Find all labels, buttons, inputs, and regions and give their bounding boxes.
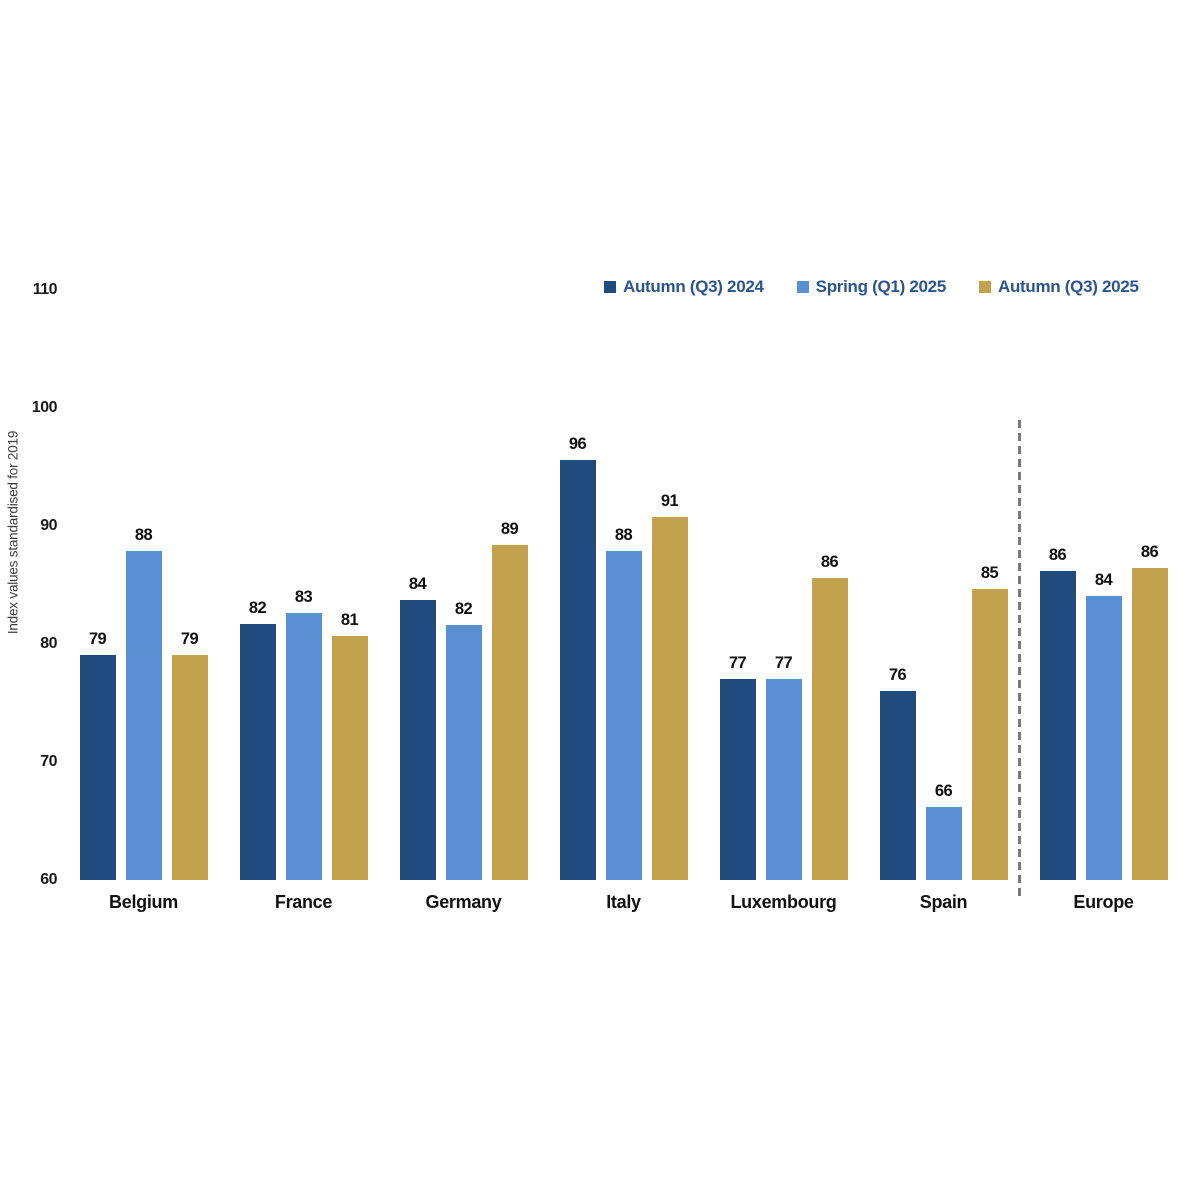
value-label-france-series3: 81: [340, 610, 359, 629]
value-label-luxembourg-series3: 86: [820, 552, 839, 571]
value-label-spain-series2: 66: [934, 781, 953, 800]
category-label-spain: Spain: [919, 892, 968, 912]
legend-swatch-spring-2025: [796, 281, 809, 293]
legend: Autumn (Q3) 2024 Spring (Q1) 2025 Autumn…: [604, 277, 1139, 297]
legend-label-spring-2025: Spring (Q1) 2025: [815, 277, 947, 296]
value-label-germany-series3: 89: [500, 519, 519, 538]
category-label-germany: Germany: [425, 892, 502, 912]
bar-italy-series1: [559, 459, 596, 880]
bar-germany-series2: [445, 625, 482, 880]
category-label-europe: Europe: [1073, 892, 1134, 912]
legend-item-autumn-2025: Autumn (Q3) 2025: [978, 277, 1139, 297]
value-label-luxembourg-series1: 77: [728, 654, 747, 673]
category-label-luxembourg: Luxembourg: [730, 892, 837, 912]
bar-europe-series1: [1039, 570, 1076, 880]
y-tick-label-100: 100: [31, 399, 58, 416]
bar-spain-series2: [925, 806, 962, 880]
bar-germany-series1: [399, 600, 436, 880]
y-tick-label-110: 110: [32, 281, 58, 298]
category-label-france: France: [274, 892, 333, 912]
legend-label-autumn-2024: Autumn (Q3) 2024: [623, 277, 764, 296]
value-label-belgium-series1: 79: [88, 629, 107, 648]
value-label-france-series2: 83: [294, 588, 313, 607]
y-tick-label-90: 90: [40, 517, 57, 534]
bar-spain-series1: [879, 691, 916, 880]
bar-france-series1: [239, 623, 276, 880]
bar-luxembourg-series2: [765, 679, 802, 880]
y-tick-label-80: 80: [40, 635, 57, 652]
legend-item-autumn-2024: Autumn (Q3) 2024: [604, 277, 764, 297]
europe-separator-dashed-line: [1018, 420, 1021, 897]
value-label-france-series1: 82: [248, 598, 267, 617]
bar-europe-series3: [1131, 568, 1168, 880]
bar-luxembourg-series3: [811, 577, 848, 880]
value-label-europe-series3: 86: [1140, 543, 1159, 562]
bar-germany-series3: [491, 544, 528, 880]
value-label-belgium-series2: 88: [134, 525, 153, 544]
y-tick-label-70: 70: [40, 753, 57, 770]
bar-italy-series3: [651, 516, 688, 880]
bar-spain-series3: [971, 588, 1008, 880]
value-label-spain-series1: 76: [888, 666, 907, 685]
category-label-italy: Italy: [606, 892, 641, 912]
bar-belgium-series3: [171, 654, 208, 880]
value-label-italy-series3: 91: [660, 491, 679, 510]
bar-belgium-series1: [79, 654, 116, 880]
value-label-germany-series1: 84: [408, 575, 427, 594]
legend-swatch-autumn-2025: [978, 281, 991, 293]
y-tick-label-60: 60: [40, 871, 57, 888]
value-label-belgium-series3: 79: [180, 629, 199, 648]
legend-item-spring-2025: Spring (Q1) 2025: [796, 277, 947, 297]
value-label-spain-series3: 85: [980, 563, 999, 582]
bar-italy-series2: [605, 550, 642, 880]
value-label-italy-series1: 96: [568, 434, 587, 453]
bar-belgium-series2: [125, 550, 162, 880]
bar-europe-series2: [1085, 595, 1122, 880]
value-label-italy-series2: 88: [614, 525, 633, 544]
bar-luxembourg-series1: [719, 679, 756, 880]
bar-france-series2: [285, 613, 322, 880]
value-label-luxembourg-series2: 77: [774, 654, 793, 673]
category-label-belgium: Belgium: [109, 892, 178, 912]
legend-label-autumn-2025: Autumn (Q3) 2025: [997, 277, 1139, 296]
value-label-europe-series1: 86: [1048, 545, 1067, 564]
value-label-germany-series2: 82: [454, 600, 473, 619]
value-label-europe-series2: 84: [1094, 570, 1113, 589]
legend-swatch-autumn-2024: [604, 281, 616, 293]
bar-france-series3: [331, 635, 368, 880]
